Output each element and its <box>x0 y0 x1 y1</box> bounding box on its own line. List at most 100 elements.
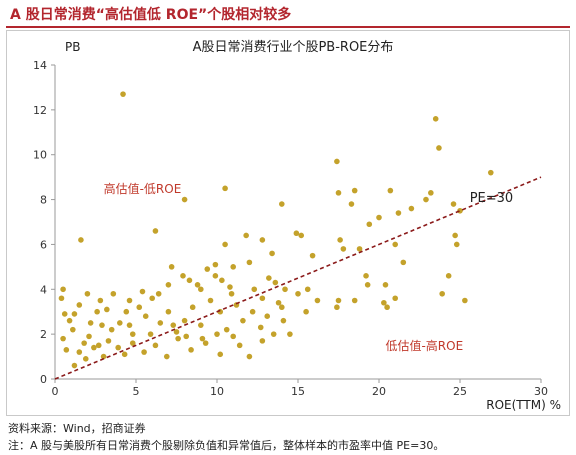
data-point <box>142 313 149 320</box>
data-point <box>60 286 66 293</box>
y-tick-label: 6 <box>40 238 47 251</box>
data-point <box>392 295 399 302</box>
data-point <box>259 237 266 243</box>
data-point <box>257 324 264 331</box>
chart-title: A股日常消费行业个股PB-ROE分布 <box>193 40 394 55</box>
data-point <box>230 264 236 270</box>
data-point <box>227 284 233 290</box>
data-point <box>423 196 429 203</box>
data-point <box>82 356 89 362</box>
data-point <box>337 237 343 243</box>
data-point <box>366 221 373 228</box>
x-axis-label: ROE(TTM) % <box>486 398 561 412</box>
data-point <box>387 187 394 194</box>
data-point <box>194 282 201 288</box>
data-point <box>282 286 288 293</box>
data-point <box>198 286 204 293</box>
data-point <box>382 282 389 288</box>
data-point <box>462 297 468 304</box>
data-point <box>439 290 445 297</box>
data-point <box>334 304 340 311</box>
data-point <box>149 295 155 302</box>
y-tick-label: 2 <box>40 328 47 341</box>
data-point <box>110 290 117 297</box>
x-tick-label: 30 <box>534 385 548 398</box>
data-point <box>71 311 78 317</box>
data-point <box>236 342 243 349</box>
data-point <box>351 297 358 304</box>
data-point <box>376 214 382 221</box>
tick-labels: 0 5 10 15 20 25 30 0 2 4 6 8 10 12 14 <box>33 59 548 398</box>
data-point <box>309 252 316 259</box>
data-point <box>222 185 228 192</box>
data-point <box>66 317 73 324</box>
data-point <box>168 264 175 270</box>
data-point <box>76 349 83 355</box>
data-point <box>452 232 458 239</box>
x-tick-label: 25 <box>453 385 467 398</box>
data-point <box>303 308 309 315</box>
data-point <box>91 344 97 351</box>
data-point <box>348 201 355 207</box>
y-tick-label: 8 <box>40 194 47 207</box>
data-point <box>279 304 285 311</box>
data-point <box>181 196 188 203</box>
y-tick-label: 14 <box>33 59 47 72</box>
data-point <box>141 349 147 355</box>
data-point <box>275 299 282 306</box>
data-point <box>240 317 246 324</box>
data-point <box>251 286 258 293</box>
source-note: 资料来源：Wind，招商证券 <box>8 422 146 435</box>
data-point <box>395 210 402 216</box>
data-point <box>139 288 146 295</box>
data-point <box>453 241 460 248</box>
data-point <box>120 91 126 97</box>
data-point <box>335 297 342 304</box>
data-point <box>61 311 68 317</box>
data-point <box>78 237 84 243</box>
chart-frame: A股日常消费行业个股PB-ROE分布 PB ROE(TTM) % 0 5 10 15 2… <box>6 30 570 416</box>
data-point <box>84 290 91 297</box>
data-point <box>129 340 136 346</box>
data-point <box>58 295 65 302</box>
y-tick-label: 10 <box>33 149 47 162</box>
data-point <box>351 187 358 194</box>
data-point <box>219 277 225 284</box>
data-point <box>60 335 66 342</box>
data-point <box>384 304 390 311</box>
data-point <box>198 322 204 328</box>
data-point <box>432 116 439 122</box>
data-point <box>70 326 76 333</box>
data-point <box>334 158 340 165</box>
data-point <box>246 259 253 266</box>
data-point <box>183 333 190 340</box>
data-points <box>58 91 494 369</box>
data-point <box>293 230 300 237</box>
data-point <box>126 322 133 328</box>
data-point <box>243 232 249 239</box>
data-point <box>136 304 143 311</box>
data-point <box>217 351 224 358</box>
x-tick-label: 5 <box>133 385 140 398</box>
data-point <box>199 335 206 342</box>
data-point <box>99 322 105 328</box>
data-point <box>157 320 164 326</box>
x-tick-label: 15 <box>291 385 305 398</box>
y-tick-label: 12 <box>33 104 47 117</box>
data-point <box>165 282 172 288</box>
x-tick-label: 10 <box>210 385 224 398</box>
data-point <box>259 295 266 302</box>
data-point <box>97 297 104 304</box>
data-point <box>189 304 196 311</box>
data-point <box>381 299 387 306</box>
footnote: 注：A 股与美股所有日常消费个股剔除负值和异常值后，整体样本的市盈率中值 PE=… <box>8 439 445 452</box>
data-point <box>165 308 172 315</box>
data-point <box>228 290 235 297</box>
data-point <box>126 297 133 304</box>
data-point <box>246 353 253 360</box>
data-point <box>188 347 194 353</box>
data-point <box>266 275 272 281</box>
axes <box>51 64 542 383</box>
data-point <box>76 302 83 308</box>
data-point <box>202 340 209 346</box>
